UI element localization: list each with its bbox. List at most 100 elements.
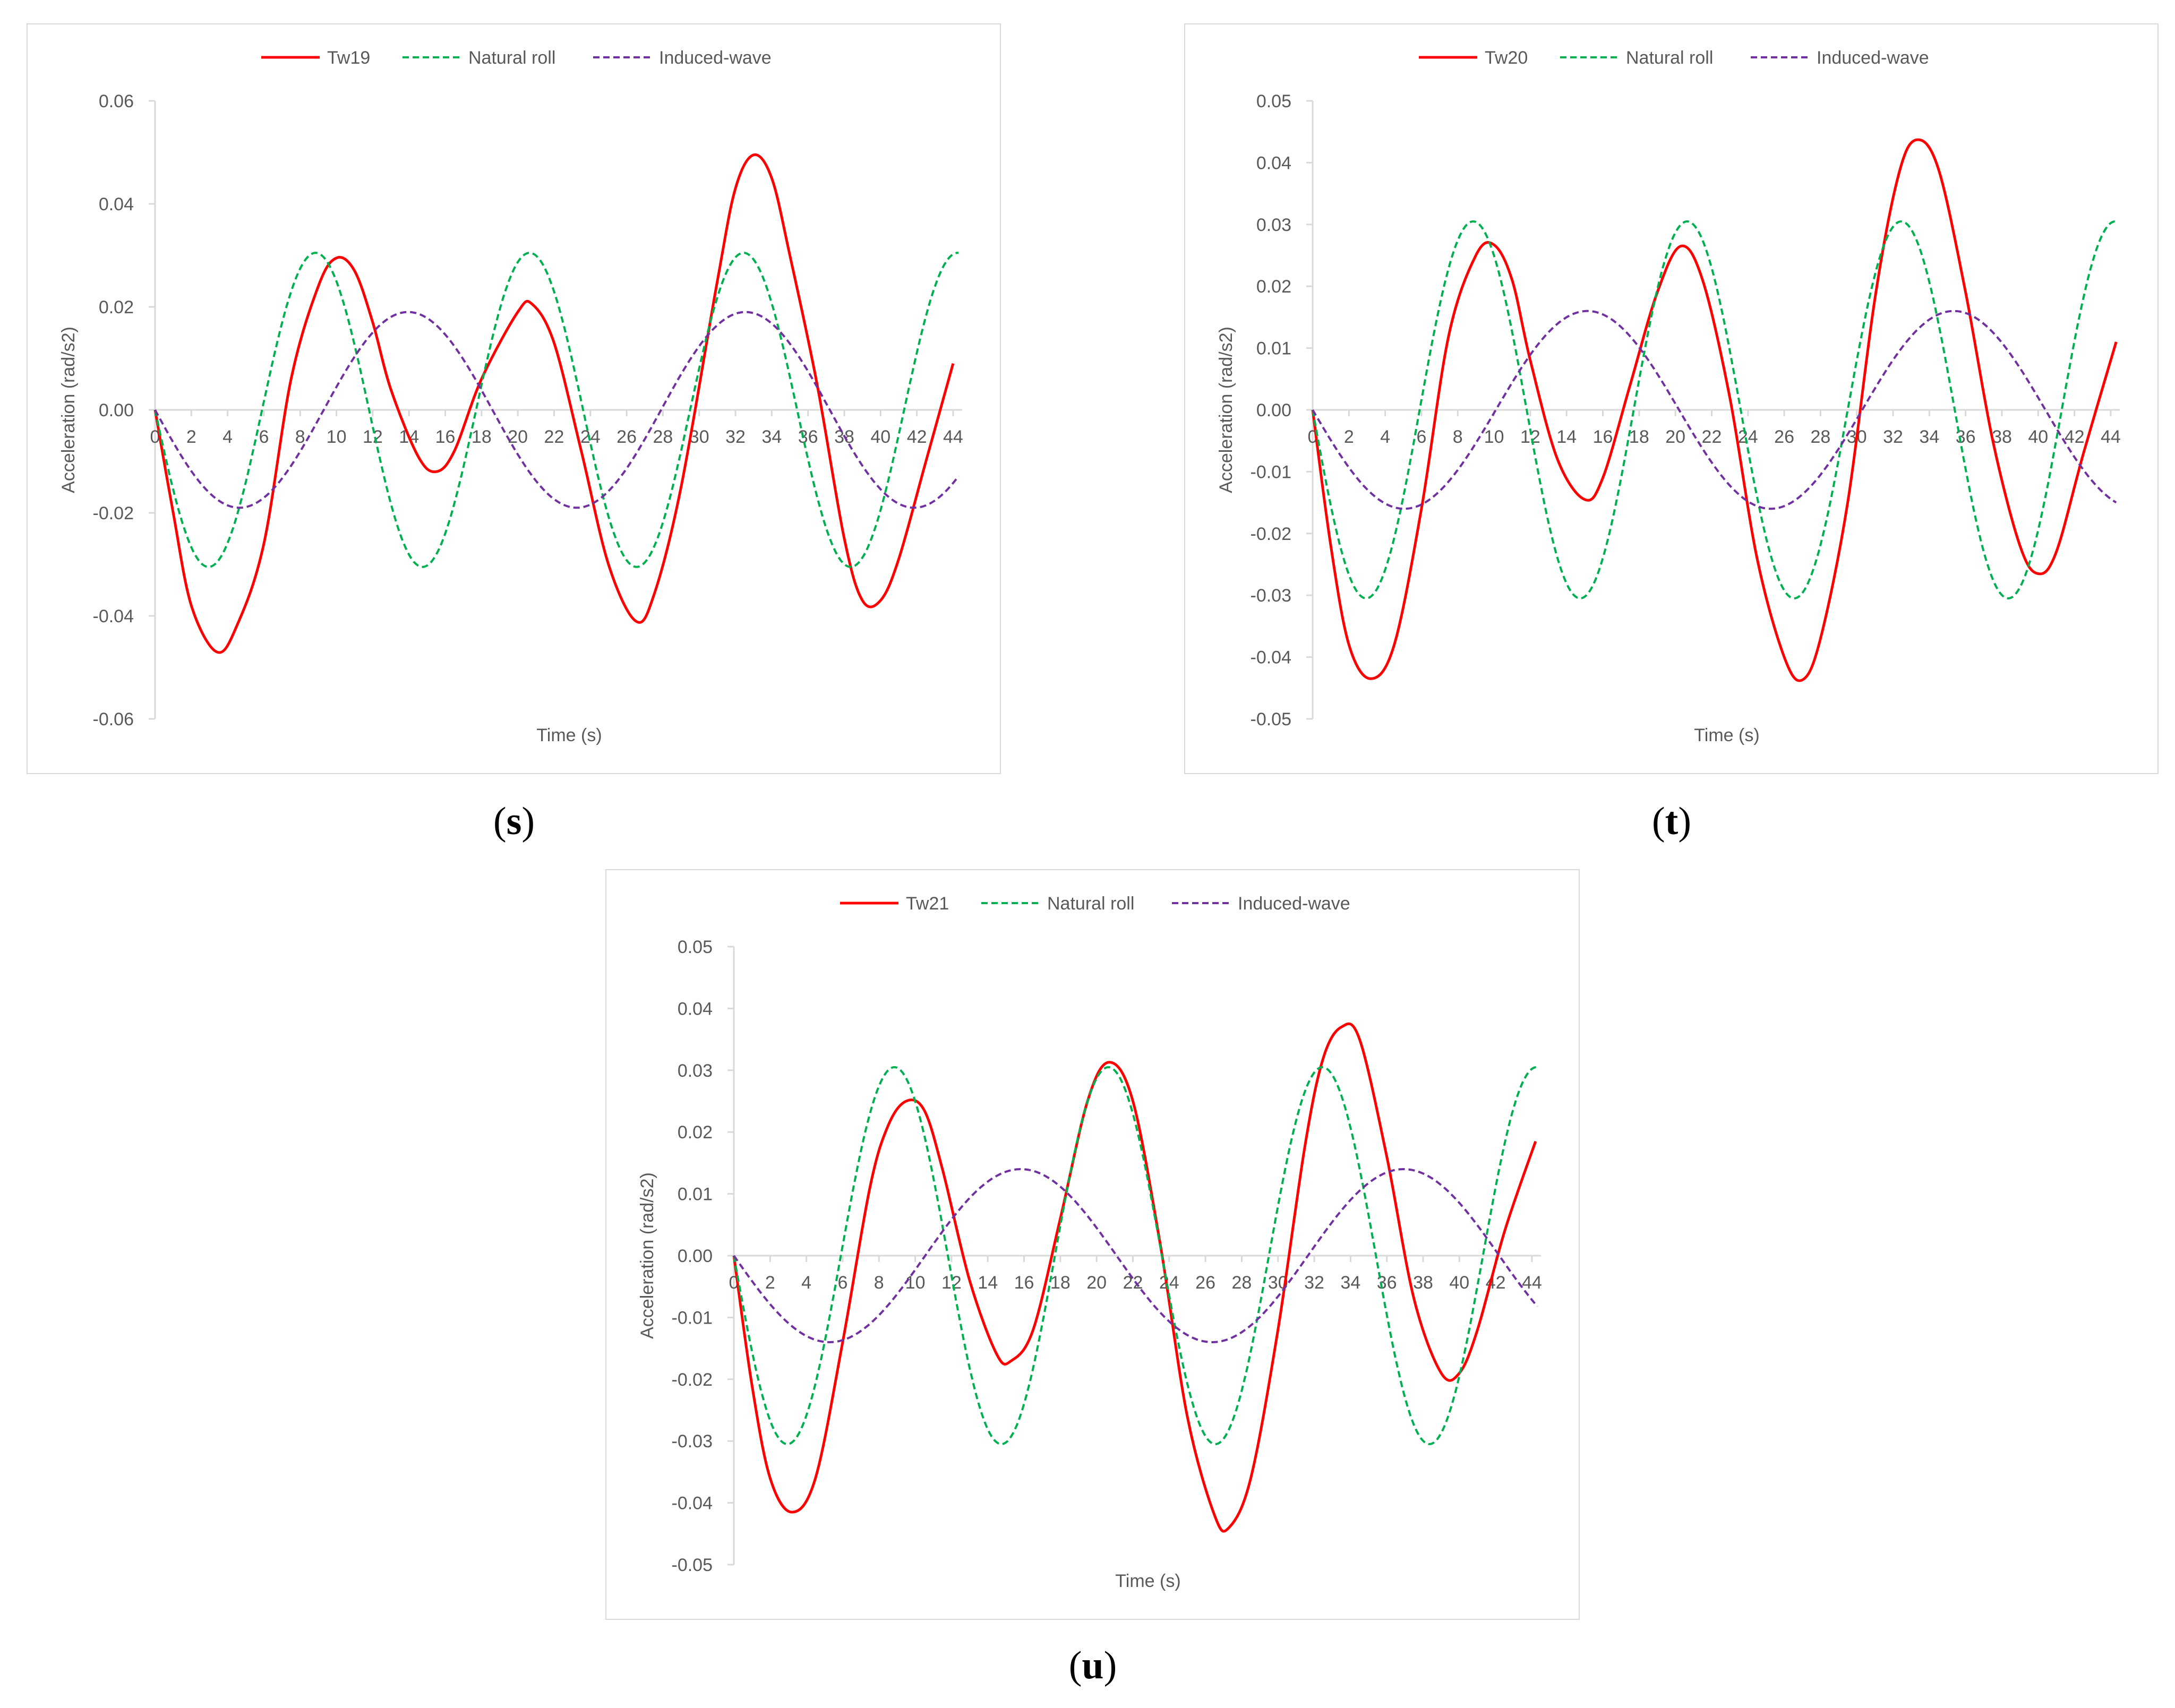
- x-tick-label: 28: [653, 427, 673, 447]
- legend-label: Induced-wave: [659, 48, 772, 68]
- series-line-natural-roll: [154, 252, 959, 568]
- chart-svg-t: 0.05 0.04 0.03 0.02 0.01 0.00 -0.01 -0.02 -0.03 -…: [1216, 48, 2121, 745]
- x-tick-label: 34: [1340, 1273, 1360, 1293]
- x-tick-label: 42: [907, 427, 927, 447]
- y-tick-label: 0.05: [678, 937, 713, 957]
- y-tick-label: -0.03: [672, 1431, 713, 1452]
- y-tick-label: -0.01: [672, 1308, 713, 1328]
- x-tick-label: 44: [943, 427, 963, 447]
- series-line-measured: [153, 153, 955, 654]
- y-axis-title: Acceleration (rad/s2): [58, 327, 79, 493]
- x-tick-label: 44: [1522, 1273, 1542, 1293]
- x-tick-label: 16: [1014, 1273, 1034, 1293]
- x-tick-label: 16: [1593, 427, 1613, 447]
- x-tick-label: 6: [259, 427, 269, 447]
- y-tick-label: 0.02: [99, 297, 134, 317]
- series-line-induced-wave: [733, 1168, 1538, 1344]
- legend-label: Induced-wave: [1817, 48, 1929, 68]
- y-tick-label: 0.02: [678, 1122, 713, 1143]
- caption-u: (u): [1068, 1644, 1117, 1687]
- y-tick-label: -0.02: [1251, 524, 1292, 544]
- x-tick-label: 28: [1231, 1273, 1252, 1293]
- x-tick-label: 32: [1304, 1273, 1324, 1293]
- x-tick-label: 24: [580, 427, 601, 447]
- x-tick-label: 28: [1810, 427, 1830, 447]
- x-tick-label: 38: [1992, 427, 2012, 447]
- x-tick-label: 16: [435, 427, 456, 447]
- series-line-natural-roll: [1312, 220, 2117, 599]
- chart-svg-u: 0.05 0.04 0.03 0.02 0.01 0.00 -0.01 -0.02 -0.03 -…: [637, 894, 1542, 1591]
- series-line-natural-roll: [733, 1066, 1538, 1445]
- x-tick-label: 32: [725, 427, 746, 447]
- x-tick-label: 4: [1380, 427, 1390, 447]
- x-tick-label: 8: [874, 1273, 884, 1293]
- x-tick-label: 20: [1665, 427, 1685, 447]
- x-tick-label: 32: [1883, 427, 1903, 447]
- x-tick-label: 2: [186, 427, 196, 447]
- x-tick-label: 26: [616, 427, 637, 447]
- x-axis-title: Time (s): [1115, 1571, 1180, 1591]
- y-tick-label: -0.05: [1251, 709, 1292, 729]
- x-tick-label: 10: [327, 427, 347, 447]
- legend-label: Induced-wave: [1238, 894, 1350, 914]
- x-tick-label: 18: [472, 427, 492, 447]
- caption-t: (t): [1652, 800, 1691, 843]
- y-tick-label: 0.04: [678, 999, 713, 1019]
- x-axis-title: Time (s): [1694, 725, 1759, 745]
- x-tick-label: 34: [1919, 427, 1939, 447]
- series-line-measured: [732, 1022, 1537, 1533]
- y-tick-label: -0.04: [93, 606, 134, 626]
- x-tick-label: 22: [1123, 1273, 1143, 1293]
- x-tick-label: 34: [761, 427, 782, 447]
- x-tick-label: 44: [2101, 427, 2121, 447]
- y-axis-title: Acceleration (rad/s2): [1216, 327, 1236, 493]
- x-tick-label: 10: [905, 1273, 926, 1293]
- x-tick-label: 18: [1629, 427, 1649, 447]
- y-tick-label: -0.02: [93, 503, 134, 523]
- series-line-induced-wave: [154, 311, 960, 509]
- y-axis-title: Acceleration (rad/s2): [637, 1172, 657, 1339]
- y-tick-label: 0.04: [99, 194, 134, 214]
- legend-label: Tw19: [327, 48, 370, 68]
- x-tick-label: 22: [1702, 427, 1722, 447]
- y-tick-label: 0.01: [1256, 339, 1291, 359]
- x-tick-label: 18: [1050, 1273, 1071, 1293]
- x-tick-label: 10: [1484, 427, 1504, 447]
- y-tick-label: -0.01: [1251, 462, 1292, 482]
- legend-label: Natural roll: [1626, 48, 1713, 68]
- x-tick-label: 40: [2028, 427, 2048, 447]
- x-tick-label: 8: [295, 427, 305, 447]
- x-tick-label: 8: [1453, 427, 1463, 447]
- y-tick-label: 0.02: [1256, 277, 1291, 297]
- chart-svg-s: 0.060.040.020.00-0.02-0.04-0.060 2 4 6 8 10 12…: [58, 48, 963, 745]
- chart-panel-s: 0.06 0.04 0.02 0.00 -0.02 -0.04 -0.06 0 2 4 6 8 10 12…: [27, 23, 1001, 774]
- series-line-measured: [1311, 138, 2118, 682]
- y-tick-label: 0.03: [678, 1061, 713, 1081]
- y-tick-label: 0.03: [1256, 215, 1291, 235]
- x-tick-label: 4: [801, 1273, 811, 1293]
- y-tick-label: -0.04: [672, 1494, 713, 1514]
- x-tick-label: 40: [1449, 1273, 1469, 1293]
- x-tick-label: 38: [1413, 1273, 1433, 1293]
- y-tick-label: 0.04: [1256, 153, 1291, 173]
- x-tick-label: 2: [765, 1273, 775, 1293]
- y-tick-label: 0.05: [1256, 91, 1291, 111]
- y-tick-label: 0.00: [99, 400, 134, 420]
- x-tick-label: 4: [222, 427, 233, 447]
- chart-panel-u: 0.05 0.04 0.03 0.02 0.01 0.00 -0.01 -0.02 -0.03 -…: [605, 869, 1580, 1620]
- caption-s: (s): [493, 800, 535, 843]
- y-tick-label: -0.02: [672, 1370, 713, 1390]
- legend-label: Tw20: [1485, 48, 1528, 68]
- y-tick-label: 0.00: [678, 1246, 713, 1266]
- x-tick-label: 26: [1195, 1273, 1215, 1293]
- x-axis-title: Time (s): [536, 725, 602, 745]
- x-tick-label: 40: [870, 427, 890, 447]
- x-tick-label: 6: [1416, 427, 1426, 447]
- x-tick-label: 20: [1086, 1273, 1107, 1293]
- x-tick-label: 24: [1159, 1273, 1179, 1293]
- x-tick-label: 24: [1738, 427, 1758, 447]
- x-tick-label: 2: [1344, 427, 1354, 447]
- x-tick-label: 14: [978, 1273, 998, 1293]
- legend-label: Natural roll: [1047, 894, 1134, 914]
- y-tick-label: -0.04: [1251, 648, 1292, 668]
